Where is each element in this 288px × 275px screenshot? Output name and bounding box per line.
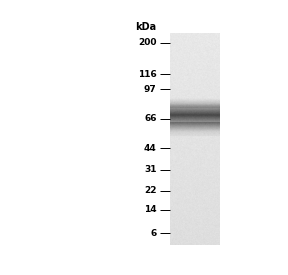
Text: 44: 44: [144, 144, 157, 153]
Text: 14: 14: [144, 205, 157, 214]
Text: 31: 31: [144, 165, 157, 174]
Text: kDa: kDa: [135, 22, 157, 32]
Text: 97: 97: [144, 85, 157, 94]
Text: 66: 66: [144, 114, 157, 123]
Text: 200: 200: [138, 38, 157, 47]
Bar: [219, 33, 259, 245]
Bar: [36, 33, 170, 245]
Text: 6: 6: [150, 229, 157, 238]
Text: 22: 22: [144, 186, 157, 195]
Text: 116: 116: [138, 70, 157, 79]
